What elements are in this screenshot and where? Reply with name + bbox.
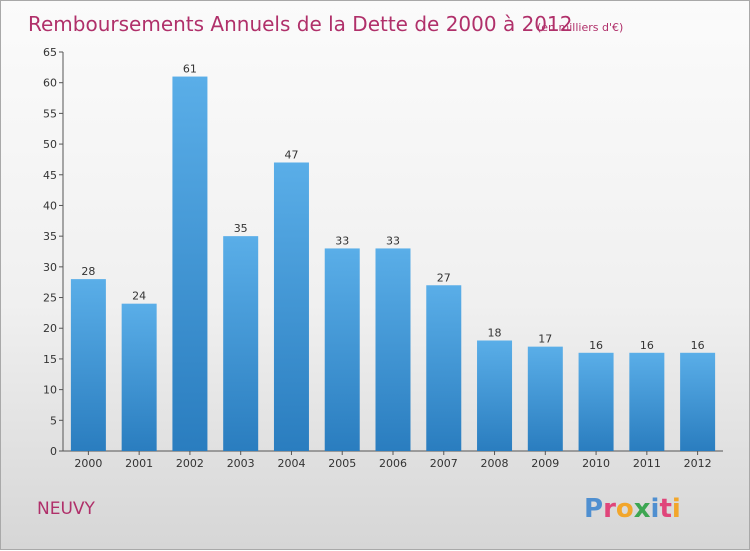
y-tick-label: 45	[43, 169, 57, 182]
y-tick-label: 5	[50, 414, 57, 427]
x-tick-label: 2010	[582, 457, 610, 470]
y-tick-label: 35	[43, 230, 57, 243]
bar-value-label: 27	[437, 271, 451, 284]
x-tick-label: 2003	[227, 457, 255, 470]
bar-value-label: 24	[132, 290, 146, 303]
x-tick-label: 2001	[125, 457, 153, 470]
bar-value-label: 35	[234, 222, 248, 235]
bar	[527, 346, 563, 451]
x-tick-label: 2006	[379, 457, 407, 470]
proxiti-logo: Proxiti	[584, 494, 681, 524]
bars: 28 2000 24 2001 61 2002 35 2003 47 2004 33 2005 33 20…	[70, 63, 716, 470]
bar	[121, 303, 157, 451]
y-tick-label: 15	[43, 353, 57, 366]
bar-value-label: 33	[386, 234, 400, 247]
bar-value-label: 16	[691, 339, 705, 352]
bar-value-label: 47	[284, 148, 298, 161]
bar-value-label: 18	[488, 327, 502, 340]
chart-unit: (en milliers d'€)	[537, 21, 623, 34]
bar	[578, 352, 614, 451]
y-tick-label: 60	[43, 77, 57, 90]
y-tick-label: 0	[50, 445, 57, 458]
y-tick-label: 30	[43, 261, 57, 274]
bar	[680, 352, 716, 451]
x-tick-label: 2005	[328, 457, 356, 470]
bar-value-label: 61	[183, 63, 197, 76]
x-tick-label: 2008	[481, 457, 509, 470]
x-tick-label: 2002	[176, 457, 204, 470]
x-tick-label: 2007	[430, 457, 458, 470]
bar-value-label: 16	[589, 339, 603, 352]
bar-value-label: 16	[640, 339, 654, 352]
bar	[324, 248, 360, 451]
x-tick-label: 2000	[74, 457, 102, 470]
x-tick-label: 2004	[277, 457, 305, 470]
y-tick-label: 10	[43, 384, 57, 397]
bar	[273, 162, 309, 451]
chart-title: Remboursements Annuels de la Dette de 20…	[28, 12, 572, 36]
bar	[172, 76, 208, 452]
bar	[629, 352, 665, 451]
town-name: NEUVY	[37, 499, 96, 519]
bar	[223, 236, 259, 451]
bar	[426, 285, 462, 451]
y-tick-label: 65	[43, 46, 57, 59]
x-tick-label: 2009	[531, 457, 559, 470]
y-tick-label: 55	[43, 107, 57, 120]
y-tick-label: 40	[43, 199, 57, 212]
bar-value-label: 28	[81, 265, 95, 278]
y-tick-label: 25	[43, 292, 57, 305]
bar	[70, 279, 106, 451]
x-tick-label: 2012	[684, 457, 712, 470]
bar-value-label: 33	[335, 234, 349, 247]
bar	[477, 340, 513, 451]
x-tick-label: 2011	[633, 457, 661, 470]
y-tick-label: 20	[43, 322, 57, 335]
y-tick-label: 50	[43, 138, 57, 151]
bar	[375, 248, 411, 451]
bar-value-label: 17	[538, 333, 552, 346]
